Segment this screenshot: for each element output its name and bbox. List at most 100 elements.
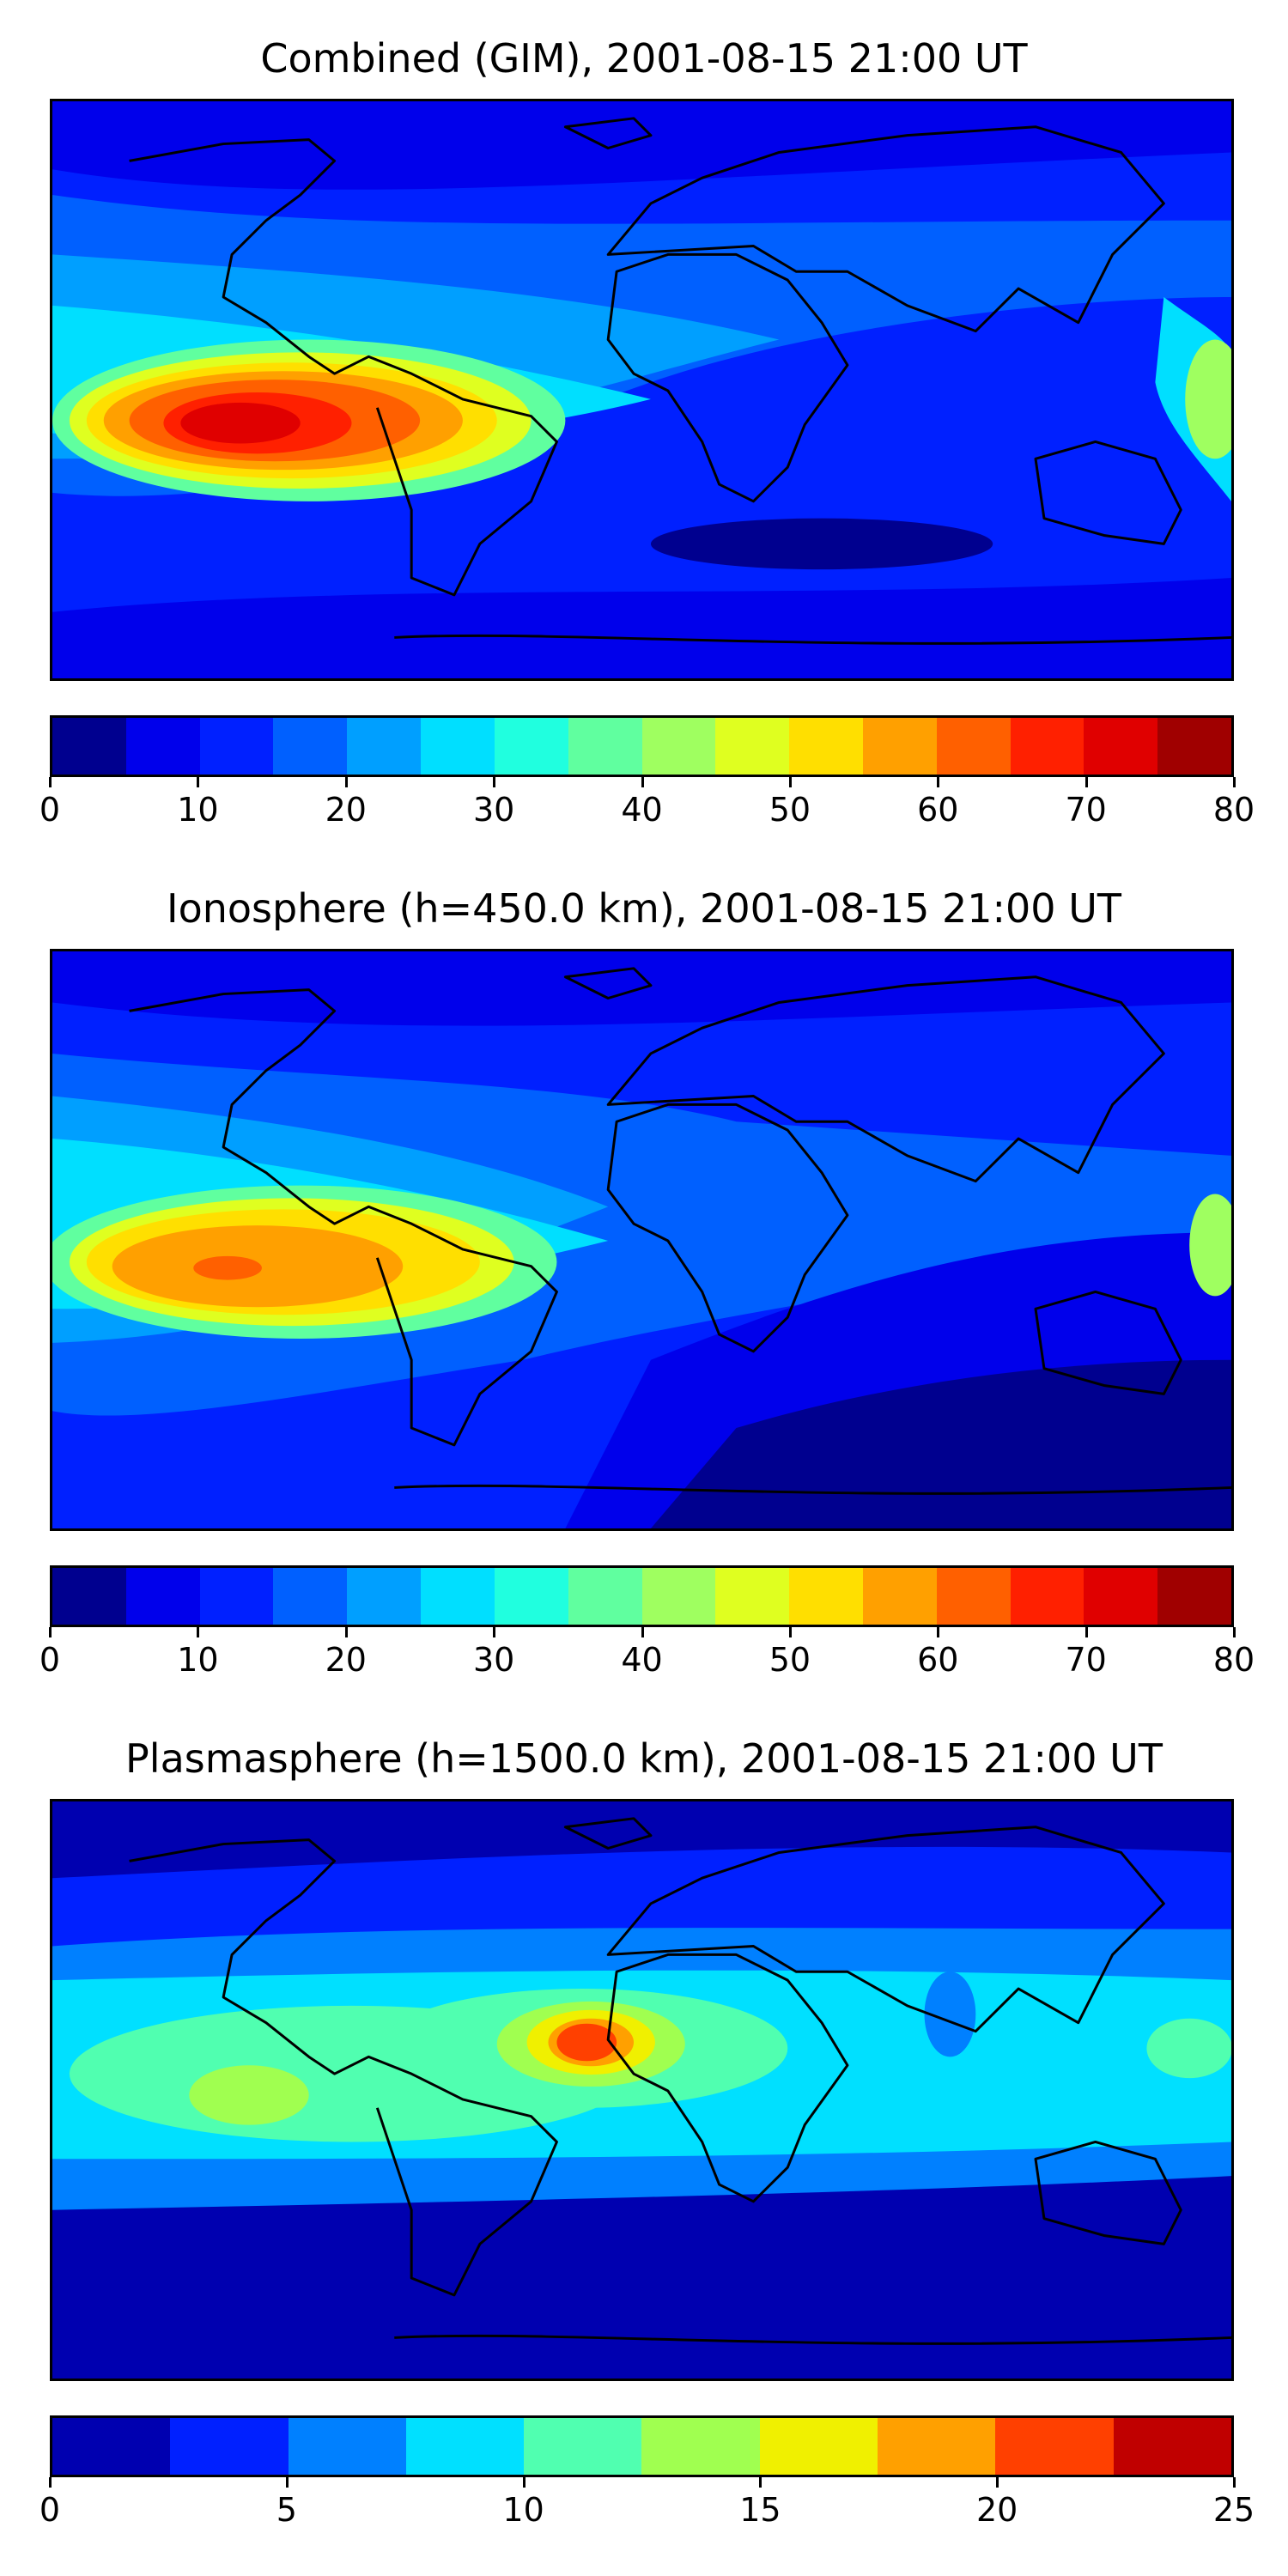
colorbar-tick xyxy=(788,1627,792,1637)
colorbar-ticks-plasmasphere: 0 5 10 15 20 25 xyxy=(39,2477,1255,2529)
tec-map-plasmasphere xyxy=(52,1801,1231,2379)
colorbar-tick xyxy=(788,777,792,787)
colorbar-segment xyxy=(1010,718,1084,775)
colorbar-segment xyxy=(995,2418,1114,2475)
colorbar-tick xyxy=(197,1627,200,1637)
colorbar-segment xyxy=(568,1568,642,1625)
colorbar-segment xyxy=(1113,2418,1231,2475)
colorbar-segment xyxy=(421,1568,495,1625)
colorbar-segment xyxy=(199,718,274,775)
colorbar-ionosphere xyxy=(50,1565,1234,1627)
colorbar-segment xyxy=(862,1568,937,1625)
colorbar-segment xyxy=(641,718,716,775)
colorbar-segment xyxy=(170,2418,289,2475)
colorbar-segment xyxy=(273,718,348,775)
colorbar-segment xyxy=(421,718,495,775)
colorbar-tick xyxy=(641,1627,644,1637)
colorbar-segment xyxy=(405,2418,525,2475)
colorbar-tick xyxy=(285,2477,289,2488)
colorbar-tick xyxy=(1233,2477,1236,2488)
colorbar-segment xyxy=(715,718,790,775)
colorbar-segment xyxy=(52,1568,126,1625)
colorbar-tick xyxy=(937,1627,940,1637)
colorbar-plasmasphere xyxy=(50,2415,1234,2477)
colorbar-tick-label: 25 xyxy=(1212,2491,1255,2529)
colorbar-tick-label: 30 xyxy=(472,791,515,829)
colorbar-segment xyxy=(862,718,937,775)
colorbar-tick xyxy=(493,1627,496,1637)
panel-title-combined: Combined (GIM), 2001-08-15 21:00 UT xyxy=(260,35,1028,82)
colorbar-tick-label: 15 xyxy=(739,2491,781,2529)
colorbar-tick-label: 10 xyxy=(502,2491,544,2529)
colorbar-tick xyxy=(522,2477,526,2488)
colorbar-ticks-combined: 0 10 20 30 40 50 60 70 80 xyxy=(39,777,1255,829)
colorbar-tick xyxy=(1233,1627,1236,1637)
colorbar-tick-label: 20 xyxy=(325,791,367,829)
colorbar-segment xyxy=(125,1568,200,1625)
colorbar-tick xyxy=(937,777,940,787)
tec-map-ionosphere xyxy=(52,951,1231,1528)
map-ionosphere xyxy=(50,949,1234,1531)
colorbar-tick-label: 0 xyxy=(39,1641,61,1679)
colorbar-tick xyxy=(344,777,348,787)
colorbar-segment xyxy=(878,2418,996,2475)
colorbar-tick-label: 10 xyxy=(177,791,219,829)
colorbar-tick xyxy=(1084,1627,1088,1637)
colorbar-tick xyxy=(493,777,496,787)
tec-map-combined xyxy=(52,101,1231,678)
colorbar-segment xyxy=(524,2418,642,2475)
colorbar-segment xyxy=(52,718,126,775)
colorbar-segment xyxy=(759,2418,878,2475)
colorbar-tick-label: 80 xyxy=(1212,1641,1255,1679)
colorbar-tick-label: 50 xyxy=(769,791,811,829)
colorbar-tick-label: 70 xyxy=(1065,791,1107,829)
colorbar-tick xyxy=(641,777,644,787)
colorbar-tick-label: 80 xyxy=(1212,791,1255,829)
colorbar-tick xyxy=(759,2477,762,2488)
colorbar-segment xyxy=(52,2418,171,2475)
colorbar-tick xyxy=(49,2477,52,2488)
colorbar-segment xyxy=(288,2418,406,2475)
colorbar-segment xyxy=(347,1568,422,1625)
colorbar-tick-label: 70 xyxy=(1065,1641,1107,1679)
colorbar-segment xyxy=(789,718,863,775)
colorbar-ticks-ionosphere: 0 10 20 30 40 50 60 70 80 xyxy=(39,1627,1255,1679)
panel-title-ionosphere: Ionosphere (h=450.0 km), 2001-08-15 21:0… xyxy=(167,885,1121,932)
colorbar-tick xyxy=(1233,777,1236,787)
colorbar-segment xyxy=(641,2418,760,2475)
colorbar-segment xyxy=(641,1568,716,1625)
colorbar-tick xyxy=(996,2477,999,2488)
colorbar-segment xyxy=(125,718,200,775)
colorbar-tick xyxy=(49,777,52,787)
colorbar-segment xyxy=(347,718,422,775)
colorbar-segment xyxy=(494,718,568,775)
map-combined-gim xyxy=(50,99,1234,681)
colorbar-tick-label: 5 xyxy=(276,2491,297,2529)
colorbar-tick-label: 20 xyxy=(325,1641,367,1679)
colorbar-tick-label: 0 xyxy=(39,791,61,829)
map-plasmasphere xyxy=(50,1799,1234,2381)
colorbar-tick-label: 30 xyxy=(472,1641,515,1679)
colorbar-segment xyxy=(273,1568,348,1625)
colorbar-segment xyxy=(936,718,1011,775)
colorbar-tick-label: 40 xyxy=(621,1641,663,1679)
colorbar-tick-label: 10 xyxy=(177,1641,219,1679)
colorbar-combined xyxy=(50,715,1234,777)
panel-title-plasmasphere: Plasmasphere (h=1500.0 km), 2001-08-15 2… xyxy=(125,1735,1163,1782)
colorbar-segment xyxy=(936,1568,1011,1625)
colorbar-segment xyxy=(789,1568,863,1625)
colorbar-tick-label: 50 xyxy=(769,1641,811,1679)
colorbar-tick xyxy=(49,1627,52,1637)
colorbar-segment xyxy=(715,1568,790,1625)
colorbar-tick xyxy=(1084,777,1088,787)
colorbar-tick-label: 40 xyxy=(621,791,663,829)
colorbar-segment xyxy=(1157,718,1231,775)
colorbar-tick-label: 60 xyxy=(917,791,959,829)
colorbar-segment xyxy=(1084,718,1158,775)
colorbar-segment xyxy=(568,718,642,775)
colorbar-tick xyxy=(344,1627,348,1637)
colorbar-tick xyxy=(197,777,200,787)
colorbar-segment xyxy=(199,1568,274,1625)
colorbar-segment xyxy=(1084,1568,1158,1625)
colorbar-tick-label: 60 xyxy=(917,1641,959,1679)
